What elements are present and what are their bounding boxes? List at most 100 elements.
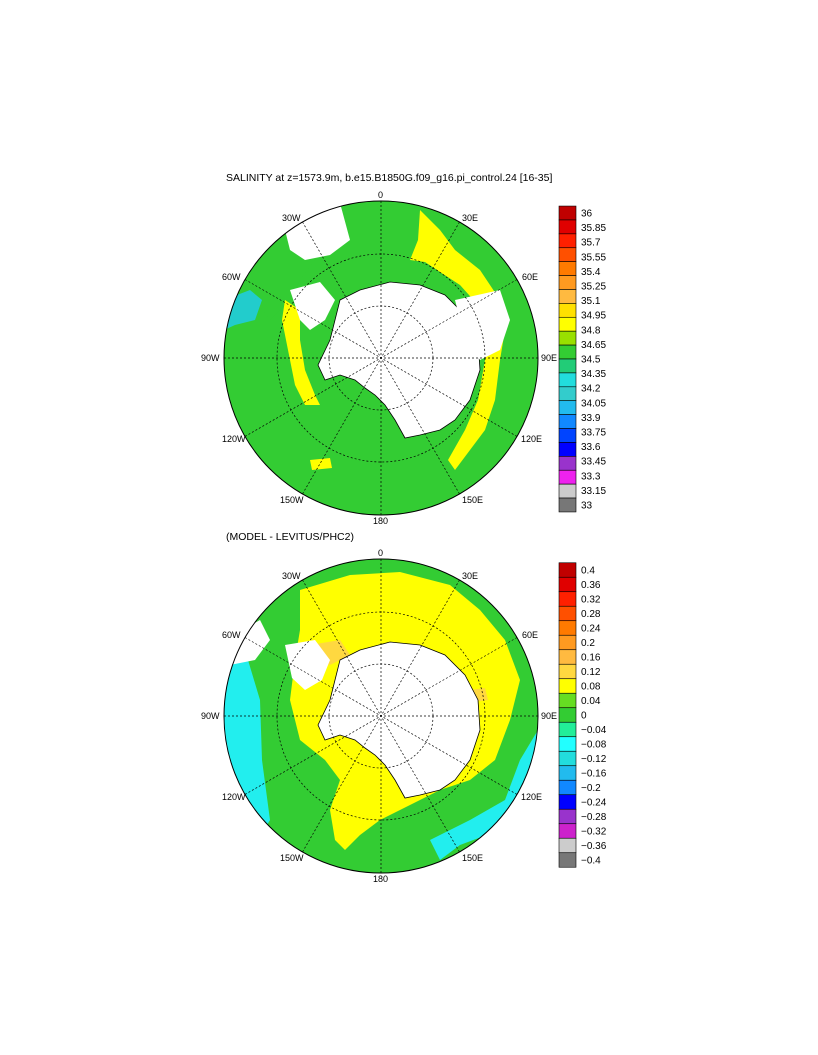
panel1-colorbar-label: 35.7 bbox=[581, 238, 601, 249]
panel1-colorbar-box bbox=[558, 386, 577, 402]
panel2-colorbar-label: −0.04 bbox=[581, 725, 607, 736]
panel2-colorbar-label: −0.12 bbox=[581, 754, 607, 765]
panel1-colorbar-label: 33.9 bbox=[581, 413, 601, 424]
panel2-colorbar-box bbox=[558, 692, 577, 709]
panel2-colorbar-label: 0.2 bbox=[581, 638, 595, 649]
panel2-colorbar-label: 0.08 bbox=[581, 682, 601, 693]
panel2-colorbar-box bbox=[558, 576, 577, 593]
panel2-title: (MODEL - LEVITUS/PHC2) bbox=[226, 531, 354, 543]
panel1-colorbar-box bbox=[558, 316, 577, 332]
panel1-colorbar-label: 34.8 bbox=[581, 325, 601, 336]
p2-lon-left-down: 120W bbox=[222, 792, 246, 802]
panel1-colorbar-label: 36 bbox=[581, 209, 593, 220]
panel1-colorbar-label: 33.45 bbox=[581, 457, 606, 468]
panel1-colorbar-box bbox=[558, 358, 577, 374]
p1-lon-bl: 150W bbox=[280, 495, 304, 505]
panel1-colorbar-label: 33.6 bbox=[581, 442, 601, 453]
panel2-colorbar-box bbox=[558, 605, 577, 622]
panel2-colorbar-box bbox=[558, 736, 577, 752]
p2-lon-tr: 30E bbox=[462, 571, 478, 581]
panel1-colorbar-label: 35.4 bbox=[581, 267, 601, 278]
panel2-map: 0 30E 60E 90E 120E 150E 180 150W 120W 90… bbox=[201, 548, 557, 884]
panel2-colorbar-label: −0.36 bbox=[581, 841, 607, 852]
panel1-colorbar-label: 35.85 bbox=[581, 223, 606, 234]
panel2-colorbar-label: −0.16 bbox=[581, 769, 607, 780]
panel2-colorbar-label: 0.32 bbox=[581, 595, 601, 606]
panel1-colorbar-label: 33 bbox=[581, 501, 593, 512]
p1-lon-right-up: 60E bbox=[522, 272, 538, 282]
p1-lon-right: 90E bbox=[541, 353, 557, 363]
panel2-colorbar-box bbox=[558, 750, 577, 767]
panel1-colorbar-label: 33.75 bbox=[581, 428, 606, 439]
panel2-colorbar-label: 0 bbox=[581, 711, 587, 722]
panel1-colorbar-label: 34.35 bbox=[581, 369, 606, 380]
p2-lon-top: 0 bbox=[378, 548, 383, 558]
p1-lon-tr: 30E bbox=[462, 213, 478, 223]
panel1-colorbar-box bbox=[558, 483, 577, 499]
panel2-colorbar-box bbox=[558, 794, 577, 810]
panel1-colorbar-label: 34.05 bbox=[581, 398, 606, 409]
p1-lon-right-down: 120E bbox=[521, 434, 542, 444]
panel1-yellow-patch-south bbox=[310, 458, 332, 470]
panel2-colorbar-box bbox=[558, 663, 577, 680]
panel2-colorbar-label: 0.36 bbox=[581, 580, 601, 591]
panel1-colorbar-box bbox=[558, 261, 577, 276]
panel1-yellow-zone bbox=[410, 210, 505, 470]
p1-lon-left: 90W bbox=[201, 353, 220, 363]
panel1-colorbar-label: 35.1 bbox=[581, 296, 601, 307]
panel1-colorbar-label: 35.25 bbox=[581, 282, 606, 293]
panel2-colorbar-box bbox=[558, 779, 577, 796]
panel2-colorbar-box bbox=[558, 808, 577, 825]
p1-lon-left-down: 120W bbox=[222, 434, 246, 444]
panel2-colorbar-label: 0.28 bbox=[581, 609, 601, 620]
panel2-colorbar-label: −0.24 bbox=[581, 798, 607, 809]
p1-lon-br: 150E bbox=[462, 495, 483, 505]
panel1-colorbar-box bbox=[558, 428, 577, 443]
p1-lon-top: 0 bbox=[378, 190, 383, 200]
panel1-colorbar-label: 34.5 bbox=[581, 355, 601, 366]
p1-lon-tl: 30W bbox=[282, 213, 301, 223]
panel2-colorbar-box bbox=[558, 634, 577, 651]
panel2-colorbar-label: −0.08 bbox=[581, 740, 607, 751]
panel1-white-nodata-antpen bbox=[290, 282, 335, 330]
panel1-colorbar-box bbox=[558, 233, 577, 249]
p2-lon-bl: 150W bbox=[280, 853, 304, 863]
panel1-colorbar-box bbox=[558, 442, 577, 457]
panel2-colorbar-box bbox=[558, 678, 577, 694]
panel1-colorbar-box bbox=[558, 497, 577, 513]
panel1-colorbar-label: 34.2 bbox=[581, 384, 601, 395]
panel2-colorbar-box bbox=[558, 721, 577, 738]
panel2-colorbar-box bbox=[558, 591, 577, 607]
panel2-colorbar-label: −0.32 bbox=[581, 827, 607, 838]
panel1-graticule bbox=[224, 201, 538, 515]
panel2-colorbar-box bbox=[558, 837, 577, 854]
panel1-yellow-zone-west bbox=[282, 300, 320, 405]
p2-lon-bottom: 180 bbox=[373, 874, 388, 884]
panel1-colorbar-box bbox=[558, 456, 577, 471]
panel1-colorbar-box bbox=[558, 275, 577, 290]
panel2-colorbar: 0.4 0.36 0.32 0.28 0.24 0.2 0.16 0.12 0.08 0.04 0 −… bbox=[558, 562, 607, 868]
panel2-colorbar-label: −0.4 bbox=[581, 856, 601, 867]
p2-lon-left: 90W bbox=[201, 711, 220, 721]
panel1-colorbar-box bbox=[558, 469, 577, 485]
p1-lon-left-up: 60W bbox=[222, 272, 241, 282]
p2-lon-tl: 30W bbox=[282, 571, 301, 581]
panel2-graticule bbox=[224, 559, 538, 873]
p2-lon-br: 150E bbox=[462, 853, 483, 863]
panel1-colorbar-label: 33.3 bbox=[581, 471, 601, 482]
panel1-colorbar-box bbox=[558, 372, 577, 388]
panel1-colorbar-label: 33.15 bbox=[581, 486, 606, 497]
panel1-colorbar-box bbox=[558, 330, 577, 346]
panel2-colorbar-label: 0.12 bbox=[581, 667, 601, 678]
panel1-colorbar-box bbox=[558, 205, 577, 221]
panel2-white-nodata-antpen bbox=[285, 640, 330, 690]
panel2-colorbar-box bbox=[558, 562, 577, 578]
panel1-colorbar-box bbox=[558, 414, 577, 429]
panel1-colorbar-box bbox=[558, 400, 577, 415]
panel1-colorbar-label: 34.95 bbox=[581, 311, 606, 322]
panel2-colorbar-label: 0.04 bbox=[581, 696, 601, 707]
panel2-colorbar-box bbox=[558, 649, 577, 665]
panel1-colorbar-box bbox=[558, 247, 577, 262]
panel1-colorbar-box bbox=[558, 219, 577, 235]
